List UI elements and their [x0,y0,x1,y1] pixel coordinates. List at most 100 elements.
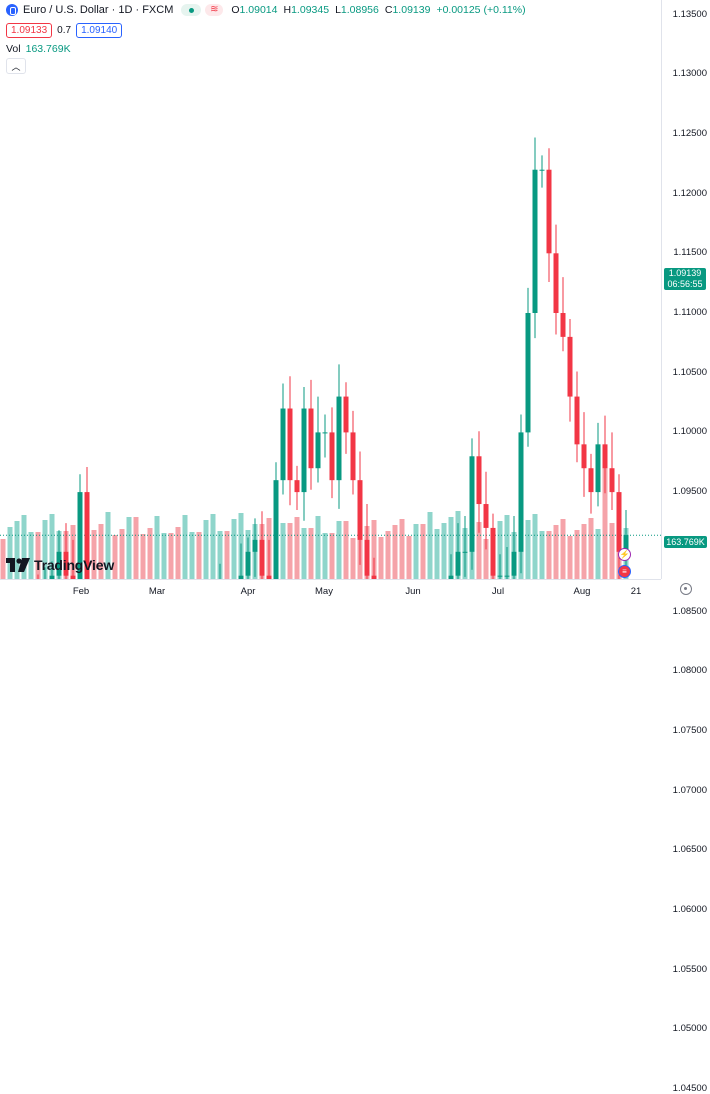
volume-bar [539,531,545,579]
candle-body [595,444,601,493]
volume-bar [350,538,356,579]
collapse-legend-button[interactable]: ︿ [6,58,26,74]
high-value: 1.09345 [291,4,330,16]
candle [336,364,342,509]
candle-body [511,551,517,576]
candle-body [343,396,349,433]
candle-body [280,408,286,481]
candle [546,148,552,282]
volume-bar [231,519,237,579]
volume-bar [441,523,447,579]
price-tick: 1.13000 [672,68,707,80]
volume-bar [91,530,97,579]
candle-body [497,575,503,577]
candle [595,422,601,507]
buy-button[interactable]: 1.09140 [76,23,123,38]
open-value: 1.09014 [239,4,278,16]
volume-bar [154,516,160,579]
price-tick: 1.05000 [672,1023,707,1035]
volume-bar [308,528,314,579]
candle [84,467,90,579]
candle-body [616,492,622,552]
time-axis[interactable]: Feb Mar Apr May Jun Jul Aug 21 [0,579,661,601]
price-tick: 1.04500 [672,1083,707,1094]
candle-body [329,432,335,481]
volume-tag: 163.769K [664,536,707,548]
price-tick: 1.07500 [672,724,707,736]
candle [364,504,370,579]
candle [273,462,279,579]
volume-bar [105,512,111,579]
candle-body [518,432,524,552]
candle [266,539,272,579]
candle-body [469,456,475,552]
candle [77,474,83,579]
candle-body [336,396,342,481]
candle [574,371,580,463]
high-label: H [283,4,292,16]
volume-bar [413,524,419,579]
volume-bar [560,519,566,579]
volume-bar [175,527,181,579]
price-tick: 1.13500 [672,8,707,20]
candle-body [567,336,573,397]
volume-bar [609,523,615,579]
candle-body [308,408,314,469]
candle [560,277,566,352]
us-flag-event-icon[interactable]: ≡ [618,565,631,578]
candle-body [588,468,594,493]
low-label: L [335,4,341,16]
price-tick: 1.06000 [672,904,707,915]
volume-bar [126,517,132,579]
volume-bar [210,514,216,579]
symbol-legend: Euro / U.S. Dollar · 1D · FXCM ≋ O 1.090… [6,4,532,16]
market-status-icon[interactable] [181,4,202,16]
lightning-event-icon[interactable]: ⚡ [618,548,631,561]
volume-bar [294,517,300,579]
candle [49,561,55,579]
candle [301,387,307,521]
volume-bar [140,534,146,579]
candle-body [371,575,377,579]
candle [238,543,244,579]
volume-bar [147,528,153,579]
candle-body [448,575,454,579]
candle-body [532,169,538,313]
candle-body [287,408,293,481]
volume-bar [553,525,559,579]
candle [322,414,328,458]
candle-body [553,253,559,313]
open-label: O [231,4,240,16]
candle [308,379,314,490]
tradingview-logo[interactable]: TradingView [6,557,114,573]
candle [490,513,496,579]
candle-body [483,504,489,528]
tradingview-logo-text: TradingView [34,557,115,573]
price-tick: 1.10500 [672,366,707,378]
candle-body [238,575,244,579]
sell-button[interactable]: 1.09133 [6,23,53,38]
candlestick-chart[interactable] [0,0,661,579]
tradingview-logo-icon [6,558,30,572]
time-tick: May [315,586,333,597]
candle [350,410,356,495]
volume-bar [182,515,188,579]
candle [539,155,545,188]
candle-body [525,313,531,433]
volume-label[interactable]: Vol [6,43,21,55]
gear-icon[interactable] [680,583,692,595]
volume-bar [336,521,342,579]
volume-bar [14,521,20,579]
time-tick: Feb [72,586,90,597]
euro-symbol-icon [6,4,18,16]
candle [504,547,510,579]
candle [532,137,538,339]
compare-icon[interactable]: ≋ [205,4,224,16]
chart-plot-area[interactable] [0,0,661,579]
volume-bar [28,532,34,579]
candle [581,412,587,497]
candle [469,438,475,570]
symbol-title[interactable]: Euro / U.S. Dollar · 1D · FXCM [23,4,174,16]
volume-bar [7,527,13,579]
volume-bar [581,524,587,579]
